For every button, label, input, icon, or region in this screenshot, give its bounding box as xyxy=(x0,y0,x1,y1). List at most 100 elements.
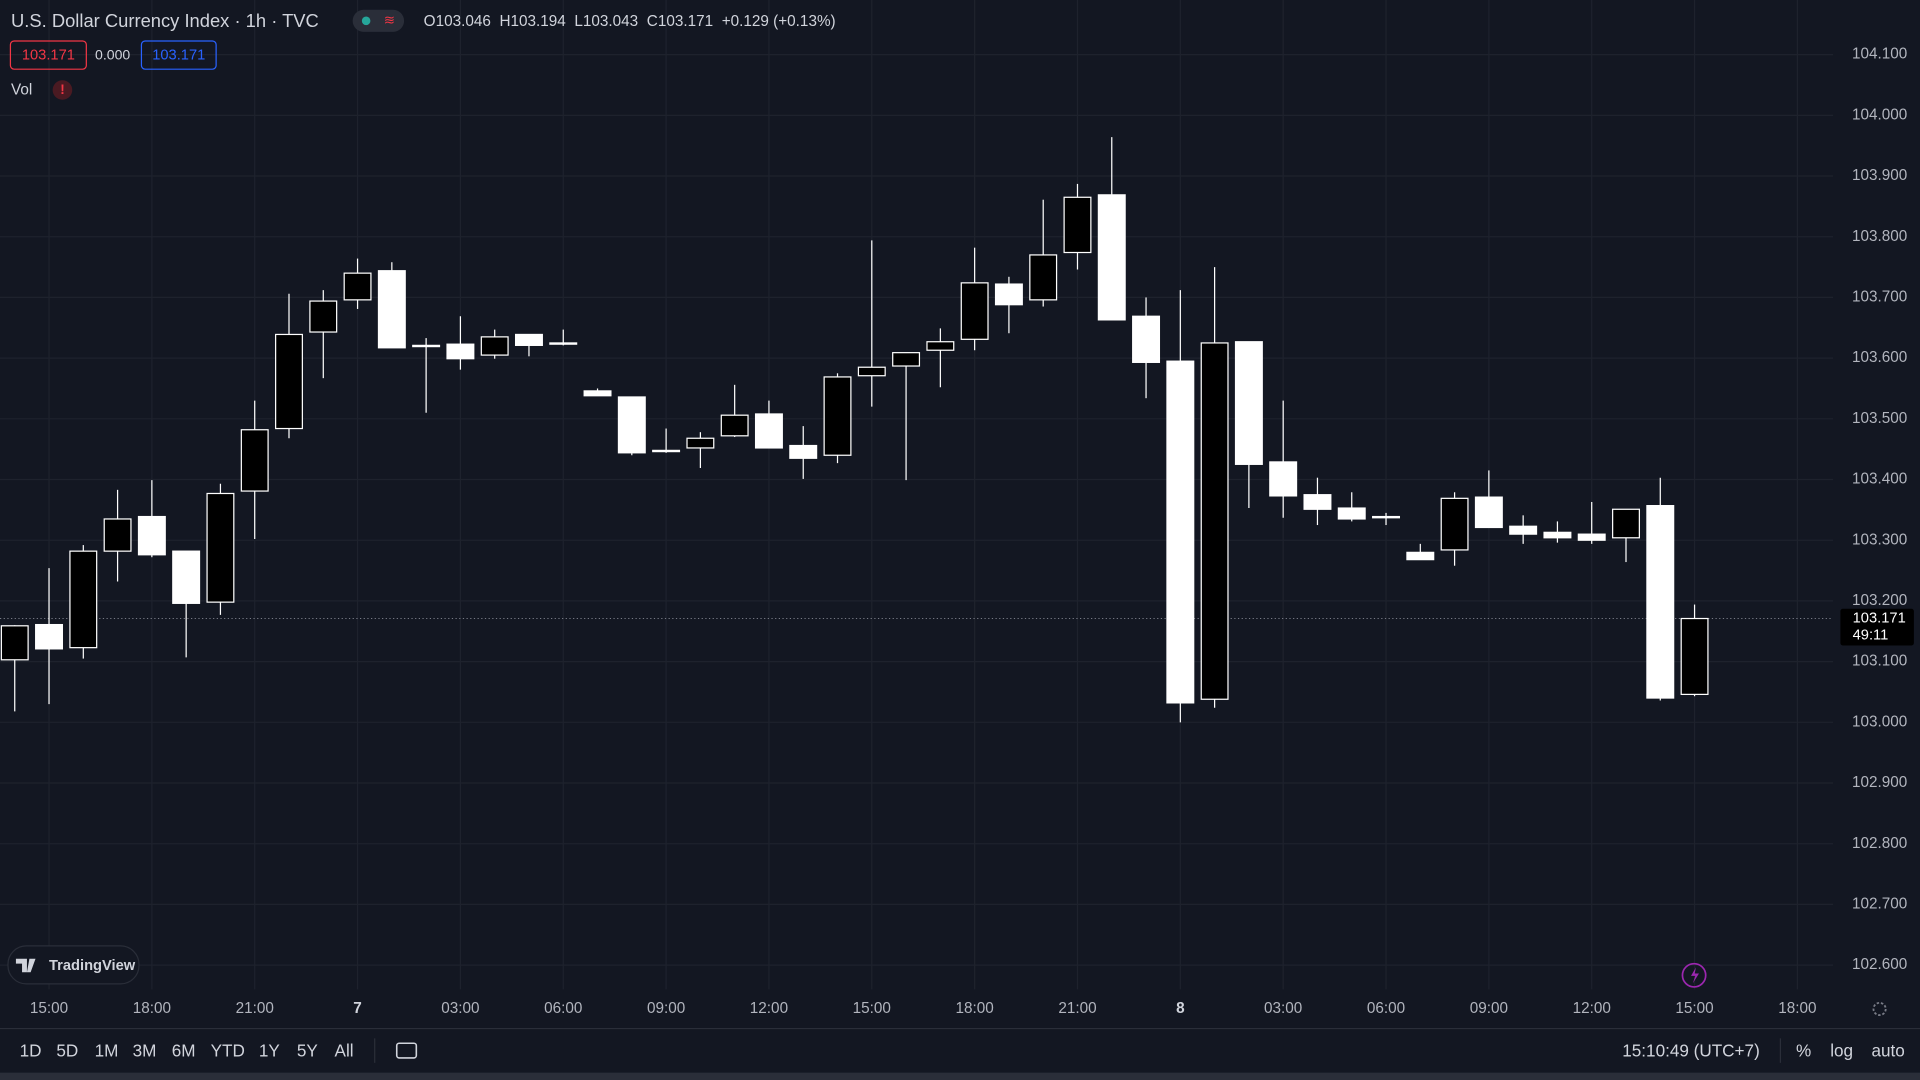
status-icon: ≋ xyxy=(384,12,395,27)
candle-body xyxy=(1680,617,1709,696)
low-value: 103.043 xyxy=(583,13,638,30)
open-label: O xyxy=(424,13,436,30)
log-toggle[interactable]: log xyxy=(1830,1040,1853,1060)
range-button[interactable]: 1M xyxy=(95,1040,119,1060)
x-tick-label: 18:00 xyxy=(133,1000,171,1017)
clock[interactable]: 15:10:49 (UTC+7) xyxy=(1622,1040,1760,1060)
candle-body xyxy=(1029,254,1058,301)
volume-alert-badge[interactable] xyxy=(52,80,73,100)
chart-title: U.S. Dollar Currency Index · 1h · TVC xyxy=(11,10,319,31)
candle-body xyxy=(412,344,441,348)
candle-body xyxy=(549,342,578,345)
candle-body xyxy=(137,515,166,556)
x-tick-label: 12:00 xyxy=(750,1000,788,1017)
y-tick-label: 103.100 xyxy=(1852,653,1907,670)
range-button[interactable]: 1Y xyxy=(259,1040,281,1060)
range-button[interactable]: 3M xyxy=(133,1040,157,1060)
alert-icon[interactable] xyxy=(1681,962,1707,988)
range-button[interactable]: 5D xyxy=(56,1040,78,1060)
x-tick-label: 18:00 xyxy=(955,1000,993,1017)
y-tick-label: 102.600 xyxy=(1852,956,1907,973)
price-tag-value: 103.171 xyxy=(1853,610,1906,626)
candle-body xyxy=(1063,196,1092,254)
close-label: C xyxy=(647,13,658,30)
candle-body xyxy=(617,396,646,454)
y-tick-label: 102.900 xyxy=(1852,774,1907,791)
bottom-strip xyxy=(0,1072,1920,1080)
candle-body xyxy=(789,444,818,459)
logo-box[interactable] xyxy=(7,945,140,985)
candle-body xyxy=(1337,507,1366,520)
y-tick-label: 102.800 xyxy=(1852,835,1907,852)
buy-price: 103.171 xyxy=(152,48,205,64)
x-tick-label: 09:00 xyxy=(647,1000,685,1017)
candle-body xyxy=(377,270,406,349)
candle-body xyxy=(1303,494,1332,510)
candle-body xyxy=(1097,194,1126,321)
logo-text: TradingView xyxy=(49,958,136,974)
candle-body xyxy=(1646,505,1675,699)
candle-body xyxy=(309,300,338,333)
x-tick-label: 7 xyxy=(353,1000,362,1017)
x-tick-label: 21:00 xyxy=(236,1000,274,1017)
candle-body xyxy=(446,343,475,360)
candle-body xyxy=(1509,525,1538,535)
candle-body xyxy=(994,283,1023,306)
candle-body xyxy=(1577,533,1606,541)
candle-body xyxy=(1166,360,1195,704)
candle-body xyxy=(960,282,989,340)
candle-body xyxy=(343,272,372,301)
settings-icon[interactable] xyxy=(1872,1001,1887,1017)
goto-date-icon[interactable] xyxy=(395,1042,418,1059)
auto-toggle[interactable]: auto xyxy=(1871,1040,1904,1060)
buy-button[interactable] xyxy=(140,40,217,70)
spread: 0.000 xyxy=(95,46,130,62)
logo-icon xyxy=(15,958,36,973)
sell-button[interactable] xyxy=(9,40,87,70)
x-tick-label: 03:00 xyxy=(441,1000,479,1017)
status-pill[interactable] xyxy=(352,9,405,32)
y-tick-label: 103.200 xyxy=(1852,592,1907,609)
candle-body xyxy=(206,492,235,603)
candle-body xyxy=(275,333,303,430)
candle-body xyxy=(35,623,64,650)
candle-body xyxy=(926,341,955,351)
range-button[interactable]: All xyxy=(335,1040,354,1060)
y-tick-label: 102.700 xyxy=(1852,895,1907,912)
x-tick-label: 21:00 xyxy=(1058,1000,1096,1017)
candle-body xyxy=(823,376,852,456)
y-tick-label: 103.900 xyxy=(1852,167,1907,184)
y-tick-label: 104.100 xyxy=(1852,46,1907,63)
candle-body xyxy=(1543,531,1572,539)
range-button[interactable]: 5Y xyxy=(297,1040,319,1060)
percent-toggle[interactable]: % xyxy=(1796,1040,1811,1060)
price-tag-countdown: 49:11 xyxy=(1853,628,1889,644)
y-tick-label: 104.000 xyxy=(1852,106,1907,123)
range-buttons: 1D 5D 1M 3M 6M YTD 1Y 5Y All xyxy=(20,1040,354,1060)
candle-body xyxy=(1372,515,1401,519)
range-button[interactable]: 1D xyxy=(20,1040,42,1060)
candle-body xyxy=(1406,551,1435,561)
range-button[interactable]: YTD xyxy=(211,1040,245,1060)
y-tick-label: 103.500 xyxy=(1852,410,1907,427)
y-tick-label: 103.700 xyxy=(1852,288,1907,305)
candle-body xyxy=(172,550,201,604)
range-button[interactable]: 6M xyxy=(172,1040,196,1060)
x-tick-label: 18:00 xyxy=(1778,1000,1816,1017)
candle-body xyxy=(480,336,509,356)
candle-body xyxy=(69,550,98,649)
close-value: 103.171 xyxy=(658,13,713,30)
candle-body xyxy=(1440,497,1469,551)
x-tick-label: 03:00 xyxy=(1264,1000,1302,1017)
x-tick-label: 06:00 xyxy=(544,1000,582,1017)
candle-body xyxy=(686,437,715,449)
low-label: L xyxy=(574,13,583,30)
candle-body xyxy=(583,390,612,397)
volume-alert: ! xyxy=(60,82,64,97)
candle-body xyxy=(1132,315,1161,363)
candle-body xyxy=(514,333,543,346)
status-dot xyxy=(361,16,371,26)
candle-body xyxy=(1200,342,1229,700)
open-value: 103.046 xyxy=(436,13,491,30)
